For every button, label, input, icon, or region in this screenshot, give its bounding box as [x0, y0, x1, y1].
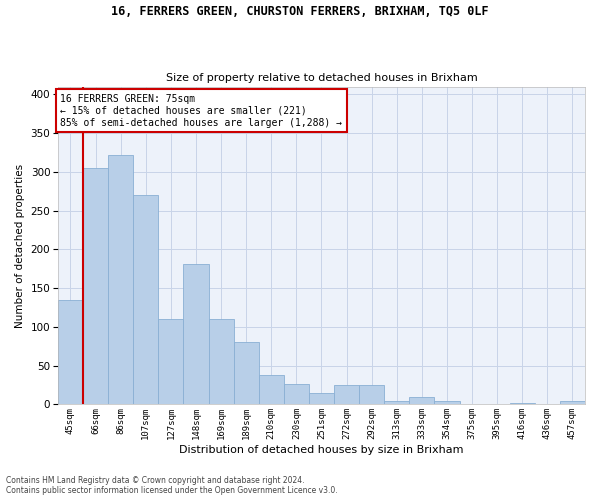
Bar	[184, 264, 209, 404]
Bar	[409, 396, 434, 404]
Bar	[334, 385, 359, 404]
Title: Size of property relative to detached houses in Brixham: Size of property relative to detached ho…	[166, 73, 478, 83]
Bar	[284, 384, 309, 404]
Text: Contains HM Land Registry data © Crown copyright and database right 2024.
Contai: Contains HM Land Registry data © Crown c…	[6, 476, 338, 495]
Bar	[560, 400, 585, 404]
Bar	[133, 195, 158, 404]
Bar	[434, 400, 460, 404]
Bar	[58, 300, 83, 405]
Bar	[108, 155, 133, 404]
Text: 16, FERRERS GREEN, CHURSTON FERRERS, BRIXHAM, TQ5 0LF: 16, FERRERS GREEN, CHURSTON FERRERS, BRI…	[111, 5, 489, 18]
Bar	[259, 375, 284, 404]
Bar	[83, 168, 108, 404]
Bar	[384, 400, 409, 404]
Bar	[158, 319, 184, 404]
Bar	[510, 403, 535, 404]
Bar	[359, 385, 384, 404]
Bar	[309, 393, 334, 404]
Bar	[233, 342, 259, 404]
Bar	[209, 319, 233, 404]
Y-axis label: Number of detached properties: Number of detached properties	[15, 164, 25, 328]
Text: 16 FERRERS GREEN: 75sqm
← 15% of detached houses are smaller (221)
85% of semi-d: 16 FERRERS GREEN: 75sqm ← 15% of detache…	[61, 94, 343, 128]
X-axis label: Distribution of detached houses by size in Brixham: Distribution of detached houses by size …	[179, 445, 464, 455]
